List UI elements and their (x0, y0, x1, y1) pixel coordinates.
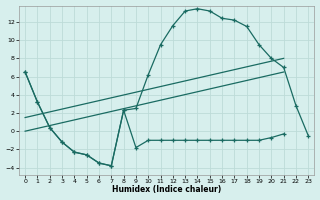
X-axis label: Humidex (Indice chaleur): Humidex (Indice chaleur) (112, 185, 221, 194)
